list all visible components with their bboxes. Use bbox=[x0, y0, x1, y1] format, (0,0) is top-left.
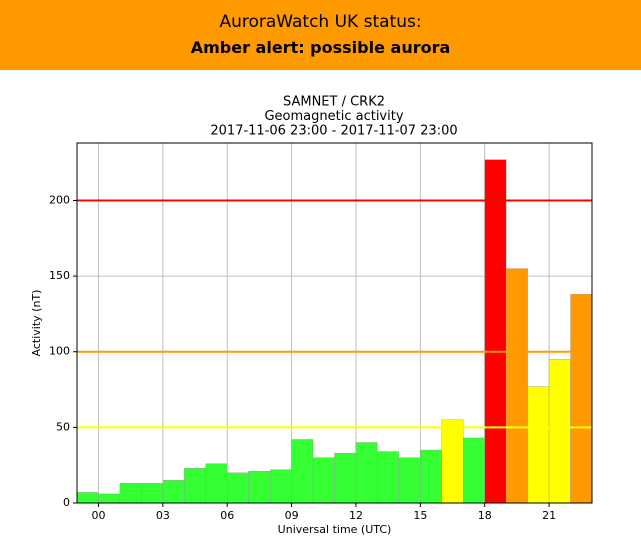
chart-title: Geomagnetic activity bbox=[264, 109, 403, 124]
bar bbox=[548, 359, 571, 504]
x-tick-label: 09 bbox=[285, 509, 299, 522]
plot-frame bbox=[76, 142, 593, 504]
bar bbox=[162, 480, 185, 504]
bar bbox=[441, 419, 464, 504]
status-label: AuroraWatch UK status: bbox=[219, 12, 422, 32]
y-tick-label: 150 bbox=[49, 269, 70, 282]
bar bbox=[527, 386, 550, 504]
bar bbox=[141, 483, 164, 504]
y-tick-label: 0 bbox=[63, 496, 70, 509]
x-axis-label: Universal time (UTC) bbox=[278, 523, 392, 536]
bar bbox=[312, 457, 335, 504]
y-axis-label: Activity (nT) bbox=[30, 290, 43, 357]
x-tick-label: 15 bbox=[413, 509, 427, 522]
x-tick-label: 12 bbox=[349, 509, 363, 522]
bar bbox=[291, 439, 314, 504]
bar bbox=[420, 449, 442, 504]
bar bbox=[227, 472, 249, 504]
y-tick-label: 100 bbox=[49, 345, 70, 358]
status-banner: AuroraWatch UK status: Amber alert: poss… bbox=[0, 0, 641, 70]
bar bbox=[119, 483, 142, 504]
bar bbox=[184, 468, 206, 504]
bar bbox=[205, 463, 228, 504]
bar bbox=[76, 492, 99, 504]
bar bbox=[398, 457, 421, 504]
x-tick-label: 18 bbox=[478, 509, 492, 522]
bar bbox=[463, 437, 485, 504]
bar bbox=[334, 452, 357, 504]
y-tick-label: 200 bbox=[49, 193, 70, 206]
status-text: Amber alert: possible aurora bbox=[190, 38, 451, 57]
chart-title: SAMNET / CRK2 bbox=[283, 95, 385, 110]
bar bbox=[505, 268, 528, 504]
x-tick-label: 00 bbox=[91, 509, 105, 522]
bar bbox=[355, 442, 378, 504]
bar bbox=[248, 471, 271, 504]
chart-title: 2017-11-06 23:00 - 2017-11-07 23:00 bbox=[210, 124, 457, 139]
x-tick-label: 06 bbox=[220, 509, 234, 522]
x-tick-label: 03 bbox=[156, 509, 170, 522]
bar bbox=[377, 451, 400, 504]
bar bbox=[484, 159, 507, 504]
x-tick-label: 21 bbox=[542, 509, 556, 522]
bar bbox=[570, 294, 593, 504]
bar bbox=[269, 469, 292, 504]
bar bbox=[98, 493, 121, 504]
y-tick-label: 50 bbox=[56, 420, 70, 433]
